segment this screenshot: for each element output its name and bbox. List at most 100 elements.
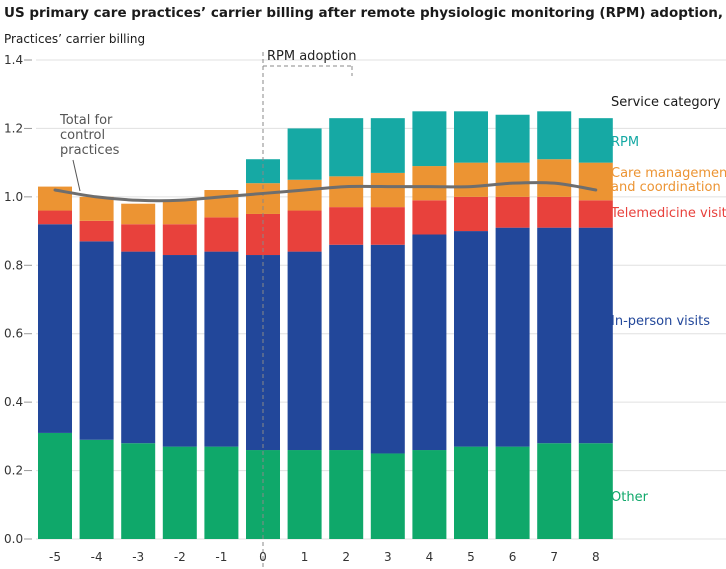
bar-care-management-and-coordination-6: [495, 162, 530, 197]
x-tick-label: -4: [91, 550, 103, 564]
bar-in-person-visits-7: [537, 227, 572, 444]
bar-care-management-and-coordination--3: [121, 203, 156, 225]
x-tick-label: 5: [467, 550, 475, 564]
bar-in-person-visits-4: [412, 234, 447, 451]
bars: [38, 111, 613, 539]
bar-care-management-and-coordination-7: [537, 159, 572, 197]
x-axis-ticks: -5 -4 -3 -2 -1 0 1 2 3 4 5 6 7 8: [49, 550, 600, 564]
bar-other-3: [370, 453, 405, 539]
bar-rpm-2: [329, 118, 364, 177]
y-tick-label: 0.8: [4, 258, 23, 272]
bar-other-1: [287, 450, 322, 539]
bar-care-management-and-coordination-4: [412, 166, 447, 201]
control-annotation: Total for control practices: [59, 113, 120, 192]
y-tick-label: 0.2: [4, 464, 23, 478]
x-tick-label: 7: [550, 550, 558, 564]
control-line: [53, 181, 598, 203]
legend: Service category RPM Care management and co…: [610, 95, 726, 505]
bar-in-person-visits--3: [121, 251, 156, 444]
x-tick-label: 6: [509, 550, 517, 564]
y-axis-label: Practices’ carrier billing: [4, 32, 145, 46]
x-tick-label: 2: [342, 550, 350, 564]
bar-telemedicine-visits-8: [578, 200, 613, 228]
bar-care-management-and-coordination-3: [370, 172, 405, 208]
legend-label-rpm: RPM: [611, 135, 639, 150]
bar-rpm-1: [287, 128, 322, 180]
bar-in-person-visits--4: [79, 241, 114, 440]
bar-other--2: [162, 446, 197, 539]
bar-telemedicine-visits-3: [370, 207, 405, 245]
adoption-marker: RPM adoption: [262, 49, 357, 569]
chart-title: US primary care practices’ carrier billi…: [4, 5, 726, 21]
bar-telemedicine-visits--1: [204, 217, 239, 252]
y-tick-label: 1.4: [4, 53, 23, 67]
bar-care-management-and-coordination-2: [329, 176, 364, 208]
bar-other-2: [329, 450, 364, 539]
legend-label-care-management-and-coordination: Care management and coordination: [611, 166, 726, 195]
legend-label-in-person-visits: In-person visits: [611, 314, 710, 329]
control-line-group: [53, 181, 598, 203]
bar-telemedicine-visits--4: [79, 220, 114, 242]
bar-telemedicine-visits-1: [287, 210, 322, 252]
bar-care-management-and-coordination--4: [79, 196, 114, 221]
bar-in-person-visits-8: [578, 227, 613, 444]
bar-other-8: [578, 443, 613, 539]
control-annotation-text: Total for control practices: [59, 113, 120, 158]
bar-in-person-visits-3: [370, 244, 405, 454]
legend-label-telemedicine-visits: Telemedicine visits: [610, 206, 726, 221]
bar-rpm-4: [412, 111, 447, 167]
x-tick-label: 1: [301, 550, 309, 564]
bar-telemedicine-visits-2: [329, 207, 364, 245]
x-tick-label: 8: [592, 550, 600, 564]
x-tick-label: 0: [259, 550, 267, 564]
bar-in-person-visits-2: [329, 244, 364, 451]
bar-other--4: [79, 439, 114, 539]
bar-rpm-5: [454, 111, 488, 163]
bar-care-management-and-coordination--1: [204, 190, 239, 218]
bar-telemedicine-visits-7: [537, 196, 572, 228]
bar-other-6: [495, 446, 530, 539]
bar-other-7: [537, 443, 572, 539]
x-tick-label: 3: [384, 550, 392, 564]
bar-care-management-and-coordination-5: [454, 162, 488, 197]
bar-in-person-visits-6: [495, 227, 530, 447]
bar-other--5: [38, 432, 72, 539]
bar-rpm-7: [537, 111, 572, 160]
bar-telemedicine-visits-5: [454, 196, 488, 232]
bar-care-management-and-coordination-8: [578, 162, 613, 201]
x-tick-label: -3: [132, 550, 144, 564]
control-annotation-pointer: [72, 159, 81, 192]
y-tick-label: 0.0: [4, 532, 23, 546]
bar-telemedicine-visits--2: [162, 224, 197, 256]
y-tick-label: 1.0: [4, 190, 23, 204]
x-tick-label: -2: [174, 550, 186, 564]
legend-title: Service category: [611, 95, 721, 110]
y-tick-label: 0.6: [4, 327, 23, 341]
bar-in-person-visits--2: [162, 255, 197, 447]
bar-telemedicine-visits--5: [38, 210, 72, 225]
x-tick-label: -5: [49, 550, 61, 564]
bar-telemedicine-visits-6: [495, 196, 530, 228]
bar-in-person-visits--5: [38, 224, 72, 433]
legend-label-other: Other: [611, 490, 649, 505]
bar-other-4: [412, 450, 447, 539]
bar-other--1: [204, 446, 239, 539]
bar-in-person-visits-5: [454, 231, 488, 447]
x-tick-label: -1: [215, 550, 227, 564]
bar-telemedicine-visits--3: [121, 224, 156, 252]
y-tick-label: 1.2: [4, 121, 23, 135]
x-tick-label: 4: [426, 550, 434, 564]
bar-care-management-and-coordination--2: [162, 200, 197, 225]
y-tick-label: 0.4: [4, 395, 23, 409]
bar-other--3: [121, 443, 156, 539]
adoption-marker-label: RPM adoption: [267, 49, 357, 64]
bar-in-person-visits--1: [204, 251, 239, 447]
bar-in-person-visits-1: [287, 251, 322, 451]
y-axis-ticks: 0.0 0.2 0.4 0.6 0.8 1.0 1.2 1.4: [4, 53, 32, 546]
bar-telemedicine-visits-4: [412, 200, 447, 235]
bar-rpm-6: [495, 114, 530, 163]
bar-other-5: [454, 446, 488, 539]
bar-rpm-8: [578, 118, 613, 163]
bar-rpm-3: [370, 118, 405, 173]
